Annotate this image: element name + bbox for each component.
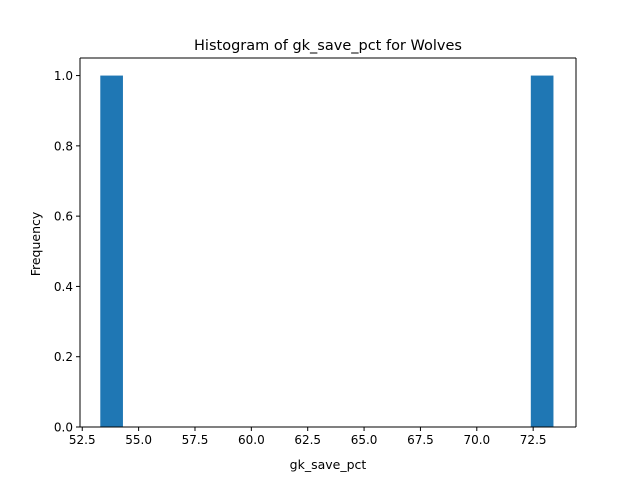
y-tick-label: 0.8 bbox=[54, 139, 73, 153]
histogram-bar-1 bbox=[530, 75, 554, 427]
x-tick-label: 70.0 bbox=[463, 433, 490, 447]
chart-title: Histogram of gk_save_pct for Wolves bbox=[194, 38, 462, 54]
x-tick-label: 57.5 bbox=[182, 433, 209, 447]
x-axis-label: gk_save_pct bbox=[290, 457, 367, 472]
x-tick-label: 72.5 bbox=[520, 433, 547, 447]
y-tick-label: 0.6 bbox=[54, 210, 73, 224]
ticks-layer: 52.5 55.0 57.5 60.0 62.5 65.0 67.5 70.0 72.5 0.0 0… bbox=[54, 69, 547, 447]
x-tick-label: 67.5 bbox=[407, 433, 434, 447]
y-axis-label: Frequency bbox=[28, 211, 43, 276]
histogram-bar-0 bbox=[100, 75, 123, 427]
axes-layer bbox=[79, 57, 577, 428]
y-tick-label: 1.0 bbox=[54, 69, 73, 83]
bars-layer bbox=[100, 75, 554, 427]
x-tick-label: 62.5 bbox=[294, 433, 321, 447]
x-tick-label: 55.0 bbox=[125, 433, 152, 447]
y-tick-label: 0.0 bbox=[54, 421, 73, 435]
y-tick-label: 0.4 bbox=[54, 280, 73, 294]
y-tick-label: 0.2 bbox=[54, 350, 73, 364]
x-tick-label: 65.0 bbox=[351, 433, 378, 447]
x-tick-label: 52.5 bbox=[69, 433, 96, 447]
x-tick-label: 60.0 bbox=[238, 433, 265, 447]
